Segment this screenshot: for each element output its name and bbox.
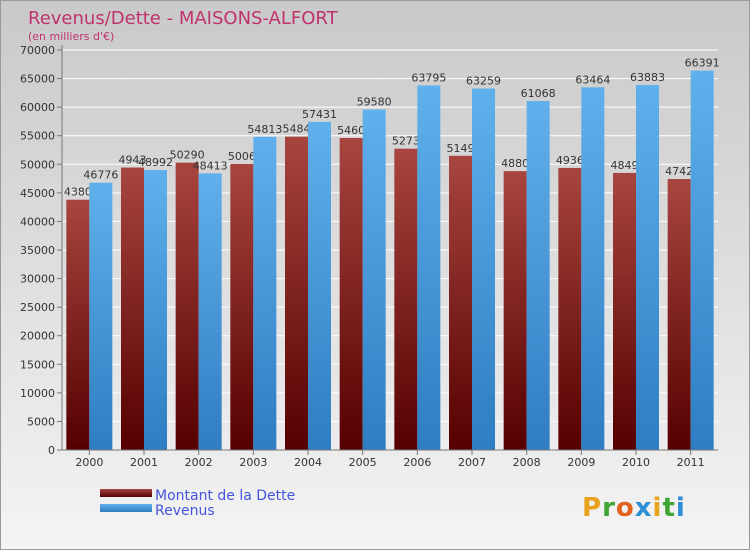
bar-revenus [472,88,495,451]
bar-revenus [636,84,659,450]
x-tick-label: 2011 [677,456,705,469]
legend-label-dette: Montant de la Dette [155,488,295,504]
bar-dette [285,136,308,450]
data-label-dette: 5149 [447,142,475,155]
bar-dette [667,179,691,450]
y-tick-label: 60000 [20,101,55,114]
bar-revenus [362,109,386,451]
data-label-revenus: 57431 [302,108,337,121]
proxiti-logo: Proxiti [582,493,686,523]
chart-subtitle: (en milliers d'€) [28,30,114,43]
legend-label-revenus: Revenus [155,503,215,519]
y-tick-label: 20000 [20,330,55,343]
bar-revenus [526,101,550,450]
data-label-revenus: 66391 [685,57,720,70]
y-tick-label: 70000 [20,44,55,57]
y-tick-label: 35000 [20,244,55,257]
x-tick-label: 2004 [294,456,322,469]
bar-dette [558,167,582,450]
data-label-dette: 4936 [556,154,584,167]
bar-revenus [89,182,113,451]
y-tick-label: 30000 [20,273,55,286]
y-tick-label: 55000 [20,130,55,143]
data-label-revenus: 63259 [466,75,501,88]
bar-revenus [198,173,222,450]
legend-swatch-dette [100,489,152,497]
bar-dette [175,162,199,450]
bar-dette [449,155,472,450]
data-label-dette: 4380 [64,186,92,199]
data-label-revenus: 63883 [630,71,665,84]
bar-dette [66,199,90,450]
axes: 0 5000 10000 15000 20000 25000 30000 35000 40000… [20,44,718,469]
y-tick-label: 25000 [20,301,55,314]
legend-swatch-revenus [100,504,152,512]
bar-revenus [308,121,331,450]
x-tick-label: 2002 [185,456,213,469]
data-label-revenus: 63464 [575,73,610,86]
bar-dette [339,138,363,450]
data-label-revenus: 59580 [357,96,392,109]
x-tick-label: 2008 [513,456,541,469]
chart-title: Revenus/Dette - MAISONS-ALFORT [28,8,339,29]
bar-revenus [690,70,714,450]
svg-text:Proxiti: Proxiti [582,493,686,523]
x-tick-label: 2006 [403,456,431,469]
data-label-dette: 5006 [228,150,256,163]
y-tick-label: 40000 [20,215,55,228]
bar-dette [121,167,144,451]
data-label-revenus: 54813 [247,123,282,136]
x-tick-label: 2003 [239,456,267,469]
bar-dette [613,172,636,450]
data-label-dette: 4742 [665,165,693,178]
data-label-revenus: 61068 [521,87,556,100]
x-tick-label: 2007 [458,456,486,469]
bar-revenus [581,87,605,450]
data-label-revenus: 48992 [138,156,173,169]
data-label-dette: 4880 [501,157,529,170]
data-label-dette: 4943 [119,154,147,167]
x-tick-label: 2005 [349,456,377,469]
y-tick-label: 15000 [20,358,55,371]
y-tick-label: 65000 [20,73,55,86]
bar-revenus [144,170,167,450]
bar-dette [394,148,418,450]
data-label-revenus: 48413 [193,159,228,172]
y-tick-label: 10000 [20,387,55,400]
x-tick-label: 2009 [567,456,595,469]
bar-dette [503,171,527,450]
x-tick-label: 2000 [75,456,103,469]
y-tick-label: 50000 [20,158,55,171]
y-tick-label: 0 [48,444,55,457]
y-tick-label: 5000 [27,415,55,428]
y-tick-label: 45000 [20,187,55,200]
x-tick-label: 2001 [130,456,158,469]
legend: Montant de la Dette Revenus [100,488,295,519]
data-label-dette: 5460 [337,124,365,137]
bar-revenus [253,136,277,451]
data-label-revenus: 63795 [411,71,446,84]
bar-dette [230,163,254,450]
bar-revenus [417,85,441,450]
data-label-dette: 5273 [392,135,420,148]
data-label-dette: 4849 [611,159,639,172]
data-label-revenus: 46776 [83,169,118,182]
x-tick-label: 2010 [622,456,650,469]
data-label-dette: 50290 [170,149,205,162]
data-label-dette: 5484 [283,123,311,136]
